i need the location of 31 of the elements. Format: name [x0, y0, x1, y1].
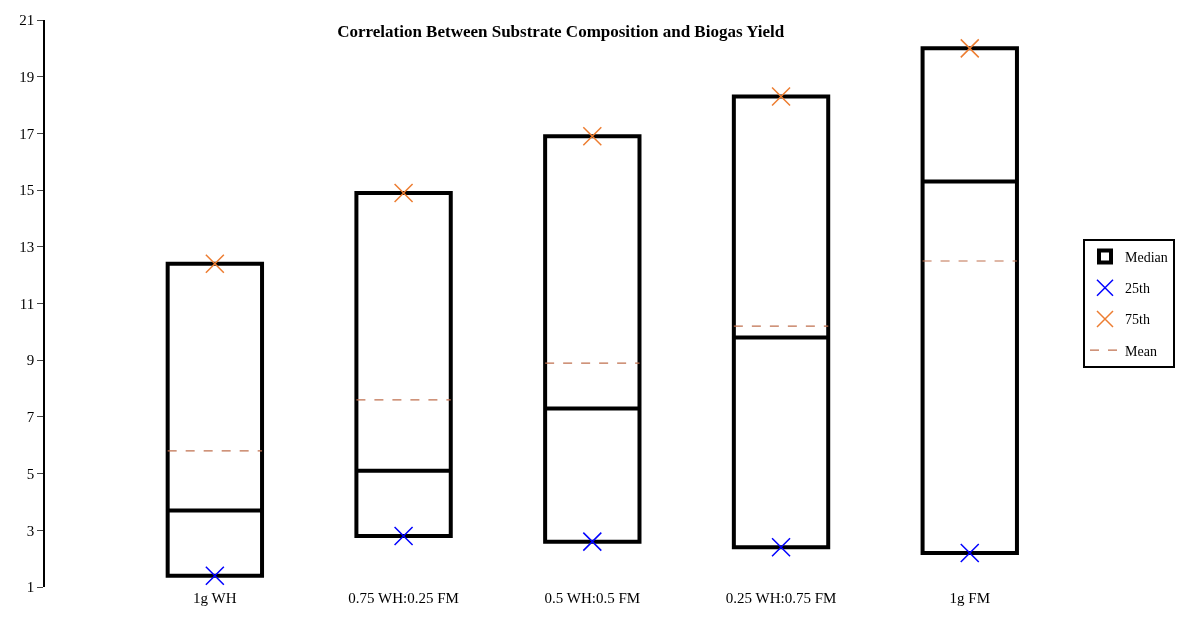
legend-label: 75th	[1125, 312, 1150, 328]
y-tick-label: 21	[19, 12, 35, 29]
y-tick-label: 11	[19, 295, 35, 312]
legend-label: Median	[1125, 250, 1168, 266]
y-tick-label: 5	[26, 465, 35, 482]
point	[393, 526, 414, 546]
point	[205, 254, 225, 274]
y-tick-label: 3	[26, 522, 35, 539]
y-tick-label: 7	[26, 409, 35, 426]
point	[393, 183, 414, 203]
x-tick-label: 1g WH	[193, 590, 237, 606]
point	[582, 126, 603, 146]
point	[960, 38, 980, 59]
point	[582, 531, 603, 552]
y-tick-label: 15	[19, 182, 35, 199]
legend-label: Mean	[1125, 343, 1157, 359]
x-tick-label: 1g FM	[949, 590, 990, 606]
x-tick-label: 0.25 WH:0.75 FM	[725, 590, 837, 606]
x-tick-label: 0.75 WH:0.25 FM	[348, 590, 459, 606]
y-tick-label: 1	[26, 579, 35, 596]
y-tick-label: 9	[26, 352, 35, 369]
x-tick-label: 0.5 WH:0.5 FM	[544, 590, 641, 606]
chart-title: Correlation Between Substrate Composition and Biogas Yield	[337, 21, 785, 41]
legend-label: 25th	[1125, 281, 1150, 297]
point	[771, 537, 791, 558]
y-tick-label: 19	[19, 68, 35, 85]
point	[960, 543, 980, 563]
y-tick-label: 17	[19, 125, 35, 142]
point	[205, 565, 225, 586]
y-tick-label: 13	[19, 239, 35, 256]
point	[771, 86, 791, 107]
